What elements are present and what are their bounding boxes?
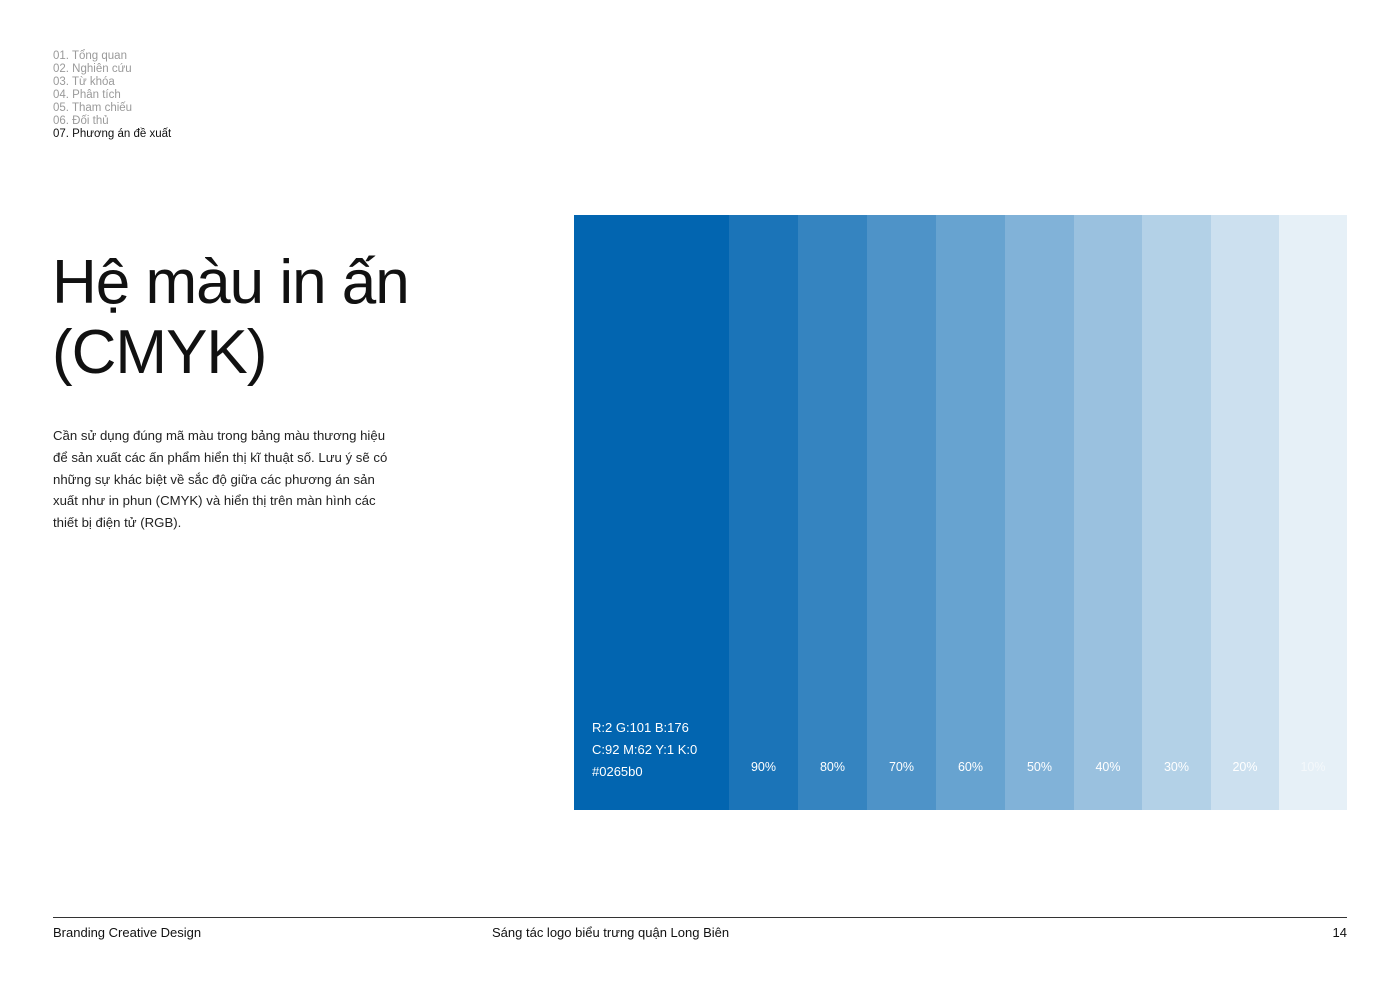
tint-percent-label: 60% (957, 760, 984, 774)
swatch-tint-10: 10% (1279, 215, 1347, 810)
page-number: 14 (1332, 925, 1347, 940)
tint-percent-label: 80% (819, 760, 846, 774)
toc-item-3[interactable]: 03. Từ khóa (53, 76, 115, 88)
footer-brand: Branding Creative Design (53, 925, 202, 940)
tint-percent-label: 10% (1300, 760, 1326, 774)
tint-percent-label: 70% (888, 760, 915, 774)
section-nav: 01. Tổng quan 02. Nghiên cứu 03. Từ khóa 04… (53, 50, 171, 141)
swatch-tint-80: 80% (798, 215, 867, 810)
base-rgb-value: R:2 G:101 B:176 (592, 720, 689, 735)
toc-item-4[interactable]: 04. Phân tích (53, 89, 121, 101)
footer-divider (53, 917, 1347, 918)
description-text: Cần sử dụng đúng mã màu trong bảng màu t… (53, 428, 388, 531)
toc-item-6[interactable]: 06. Đối thủ (53, 115, 109, 127)
page-title-line-2: (CMYK) (52, 318, 267, 387)
tint-percent-label: 50% (1026, 760, 1053, 774)
toc-item-5[interactable]: 05. Tham chiếu (53, 102, 133, 114)
tint-percent-label: 20% (1232, 760, 1258, 774)
page-title-line-1: Hệ màu in ấn (52, 248, 410, 317)
tint-percent-label: 40% (1095, 760, 1121, 774)
swatch-tint-30: 30% (1142, 215, 1211, 810)
toc-item-1[interactable]: 01. Tổng quan (53, 50, 127, 62)
swatch-tint-60: 60% (936, 215, 1005, 810)
footer-project-title: Sáng tác logo biểu trưng quận Long Biên (492, 925, 730, 940)
swatch-tint-20: 20% (1211, 215, 1279, 810)
swatch-base: R:2 G:101 B:176 C:92 M:62 Y:1 K:0 #0265b… (574, 215, 729, 810)
color-palette: R:2 G:101 B:176 C:92 M:62 Y:1 K:0 #0265b… (574, 215, 1347, 810)
base-cmyk-value: C:92 M:62 Y:1 K:0 (592, 742, 698, 757)
base-color-info: R:2 G:101 B:176 C:92 M:62 Y:1 K:0 #0265b… (592, 717, 697, 783)
swatch-tint-90: 90% (729, 215, 798, 810)
tint-percent-label: 30% (1163, 760, 1190, 774)
toc-item-7[interactable]: 07. Phương án đề xuất (53, 128, 172, 140)
swatch-tint-40: 40% (1074, 215, 1142, 810)
swatch-tint-50: 50% (1005, 215, 1074, 810)
toc-item-2[interactable]: 02. Nghiên cứu (53, 63, 132, 75)
swatch-tint-70: 70% (867, 215, 936, 810)
base-hex-value: #0265b0 (592, 764, 643, 779)
tint-percent-label: 90% (750, 760, 777, 774)
page-title: Hệ màu in ấn (CMYK) (52, 248, 410, 388)
